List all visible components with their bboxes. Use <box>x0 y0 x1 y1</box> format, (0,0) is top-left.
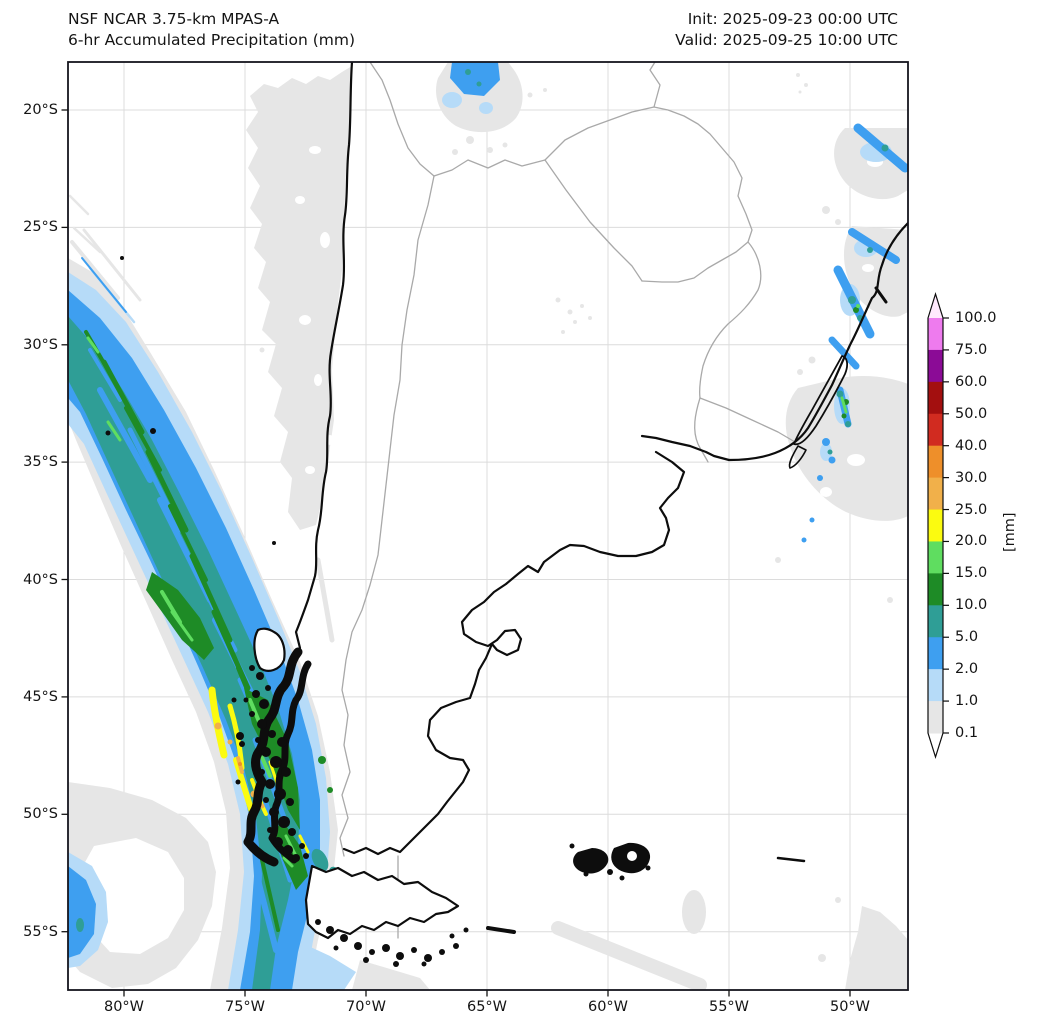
x-axis-tick-label: 80°W <box>103 999 145 1015</box>
y-axis-tick-label: 35°S <box>23 454 58 471</box>
border-uruguay-river <box>694 397 709 463</box>
coast-florianopolis-island <box>874 286 888 304</box>
title-line-1: NSF NCAR 3.75-km MPAS-A <box>68 10 280 28</box>
colorbar-segment <box>928 477 943 511</box>
coast-chile-pacific <box>294 62 354 650</box>
border-bolivia-paraguay <box>544 106 655 161</box>
y-axis-tick-label: 30°S <box>23 336 58 353</box>
colorbar-tick-label: 30.0 <box>955 469 988 486</box>
border-bolivia-brazil <box>649 62 661 108</box>
coastlines <box>243 62 908 940</box>
x-axis-tick-label: 70°W <box>345 999 387 1015</box>
colorbar-segment <box>928 573 943 606</box>
y-axis-tick-label: 40°S <box>23 571 58 588</box>
coast-lagoa-mirim <box>788 445 807 469</box>
coast-brazil <box>727 221 908 462</box>
coast-rio-de-la-plata-north <box>640 434 731 462</box>
coast-chiloe <box>253 627 286 672</box>
colorbar-segment <box>928 381 943 415</box>
border-paraguay-east <box>641 106 753 283</box>
x-axis-tick-label: 75°W <box>224 999 266 1015</box>
x-axis-tick-label: 60°W <box>587 999 629 1015</box>
coast-isla-de-los-estados <box>486 926 516 934</box>
colorbar-segment <box>928 445 943 479</box>
border-pilcomayo <box>544 159 643 282</box>
island-mocha <box>272 541 276 545</box>
colorbar-unit-label: [mm] <box>1002 512 1018 552</box>
island-juan-fernandez <box>150 428 156 434</box>
border-misiones <box>698 241 762 399</box>
island-alejandro-selkirk <box>105 430 111 436</box>
colorbar-tick-label: 75.0 <box>955 341 988 358</box>
coast-falkland-shelf-islet <box>776 856 806 863</box>
colorbar-over-arrow <box>928 294 943 318</box>
axes-frame <box>67 61 909 991</box>
precip-layer-orange <box>214 722 265 809</box>
y-axis-tick-label: 50°S <box>23 806 58 823</box>
colorbar-segment <box>928 637 943 670</box>
coast-argentina-atlantic <box>342 450 686 856</box>
border-brazil-uruguay <box>699 397 796 443</box>
falkland-west <box>573 848 609 874</box>
x-axis-tick-label: 55°W <box>708 999 750 1015</box>
valid-time-label: Valid: 2025-09-25 10:00 UTC <box>675 31 898 49</box>
colorbar-tick-label: 5.0 <box>955 629 979 646</box>
colorbar-tick-label: 50.0 <box>955 405 988 422</box>
y-axis-tick-label: 20°S <box>23 102 58 118</box>
colorbar-segment <box>928 701 943 734</box>
colorbar-tick-label: 2.0 <box>955 661 979 678</box>
colorbar-tick-label: 20.0 <box>955 533 988 550</box>
x-axis-tick-label: 50°W <box>829 999 871 1015</box>
coast-fjord-spine-a <box>243 647 303 867</box>
colorbar-tick-label: 100.0 <box>955 310 997 326</box>
colorbar-tick-label: 15.0 <box>955 565 988 582</box>
title-line-2: 6-hr Accumulated Precipitation (mm) <box>68 31 355 49</box>
colorbar-segment <box>928 318 943 351</box>
border-chile-bolivia <box>369 62 435 177</box>
colorbar-tick-label: 25.0 <box>955 501 988 518</box>
coast-lagoa-dos-patos <box>793 355 849 446</box>
fjord-archipelago-dots <box>231 665 651 967</box>
dry-holes <box>82 146 883 954</box>
colorbar-tick-label: 1.0 <box>955 693 979 710</box>
colorbar-tick-label: 40.0 <box>955 437 988 454</box>
colorbar <box>927 291 949 760</box>
y-axis-tick-label: 45°S <box>23 688 58 705</box>
plot-title: NSF NCAR 3.75-km MPAS-A 6-hr Accumulated … <box>68 9 355 51</box>
x-axis-tick-label: 65°W <box>466 999 508 1015</box>
forecast-times: Init: 2025-09-23 00:00 UTC Valid: 2025-09… <box>580 9 898 51</box>
colorbar-under-arrow <box>928 733 943 757</box>
colorbar-segment <box>928 669 943 702</box>
falkland-east-sound <box>627 851 637 861</box>
colorbar-segment <box>928 413 943 447</box>
colorbar-tick-label: 60.0 <box>955 373 988 390</box>
init-time-label: Init: 2025-09-23 00:00 UTC <box>687 10 898 28</box>
island-san-felix <box>120 256 124 260</box>
y-axis-tick-label: 55°S <box>23 923 58 940</box>
coast-tierra-del-fuego-island <box>304 864 460 940</box>
colorbar-segment <box>928 509 943 542</box>
colorbar-tick-label: 0.1 <box>955 725 979 741</box>
axis-tick-marks <box>61 109 851 997</box>
colorbar-tick-label: 10.0 <box>955 597 988 614</box>
colorbar-segment <box>928 541 943 574</box>
colorbar-segment <box>928 605 943 638</box>
y-axis-tick-label: 25°S <box>23 219 58 236</box>
colorbar-segment <box>928 349 943 383</box>
border-bolivia-argentina <box>433 159 546 177</box>
border-chile-argentina <box>339 175 435 857</box>
